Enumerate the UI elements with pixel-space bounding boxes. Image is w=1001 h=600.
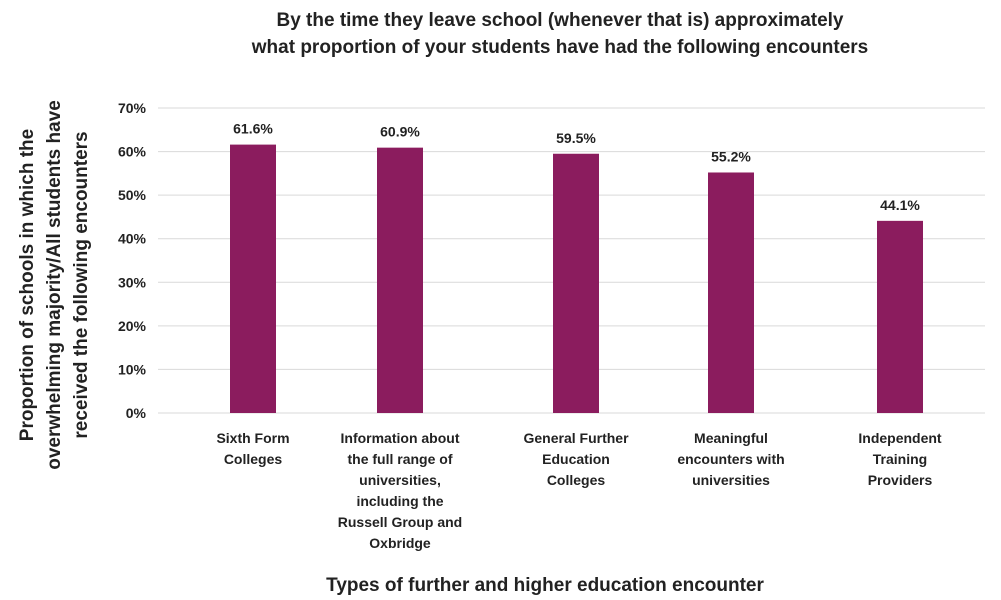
x-category-label-line: Sixth Form <box>216 430 289 446</box>
x-category-label-line: universities, <box>359 472 441 488</box>
x-category-label-line: Independent <box>858 430 942 446</box>
x-category-label-line: the full range of <box>348 451 453 467</box>
y-axis-title: Proportion of schools in which the overwh… <box>17 100 92 470</box>
y-axis-title-line: Proportion of schools in which the <box>17 129 38 441</box>
x-category-label-line: including the <box>356 493 443 509</box>
bar <box>230 144 276 413</box>
bar <box>877 220 923 413</box>
chart-title: By the time they leave school (whenever … <box>251 10 868 58</box>
x-category-label: Independent Training Providers <box>858 430 942 488</box>
chart-title-line: By the time they leave school (whenever … <box>276 10 843 31</box>
x-category-label: General Further Education Colleges <box>523 430 629 488</box>
x-category-label: Information about the full range of univer… <box>338 430 462 551</box>
x-category-label: Meaningful encounters with universities <box>677 430 784 488</box>
y-tick-label: 40% <box>118 231 147 247</box>
bars <box>230 144 923 413</box>
y-tick-label: 0% <box>126 405 147 421</box>
data-label: 59.5% <box>556 130 596 146</box>
y-axis-title-line: received the following encounters <box>71 131 92 438</box>
y-axis-ticks: 0% 10% 20% 30% 40% 50% 60% 70% <box>118 100 147 421</box>
x-category-label-line: Meaningful <box>694 430 768 446</box>
y-tick-label: 50% <box>118 187 147 203</box>
y-axis-title-line: overwhelming majority/All students have <box>44 100 65 470</box>
x-category-label-line: universities <box>692 472 770 488</box>
y-tick-label: 60% <box>118 144 147 160</box>
bar <box>553 153 599 413</box>
x-category-label: Sixth Form Colleges <box>216 430 289 467</box>
x-category-label-line: Information about <box>341 430 460 446</box>
data-label: 60.9% <box>380 124 420 140</box>
y-tick-label: 20% <box>118 318 147 334</box>
data-labels: 61.6% 60.9% 59.5% 55.2% 44.1% <box>233 121 920 213</box>
y-tick-label: 30% <box>118 274 147 290</box>
data-label: 55.2% <box>711 148 751 164</box>
chart-title-line: what proportion of your students have ha… <box>251 37 868 58</box>
x-category-label-line: Providers <box>868 472 933 488</box>
y-tick-label: 10% <box>118 361 147 377</box>
x-category-label-line: Oxbridge <box>369 535 431 551</box>
x-category-label-line: Colleges <box>547 472 606 488</box>
x-category-label-line: Colleges <box>224 451 283 467</box>
data-label: 61.6% <box>233 121 273 137</box>
x-axis-title: Types of further and higher education en… <box>326 575 764 596</box>
y-tick-label: 70% <box>118 100 147 116</box>
x-category-label-line: Russell Group and <box>338 514 462 530</box>
bar <box>708 172 754 413</box>
bar <box>377 147 423 413</box>
x-category-label-line: General Further <box>523 430 629 446</box>
x-axis-categories: Sixth Form Colleges Information about the f… <box>216 430 942 551</box>
x-category-label-line: encounters with <box>677 451 784 467</box>
x-category-label-line: Education <box>542 451 610 467</box>
x-category-label-line: Training <box>873 451 927 467</box>
data-label: 44.1% <box>880 197 920 213</box>
